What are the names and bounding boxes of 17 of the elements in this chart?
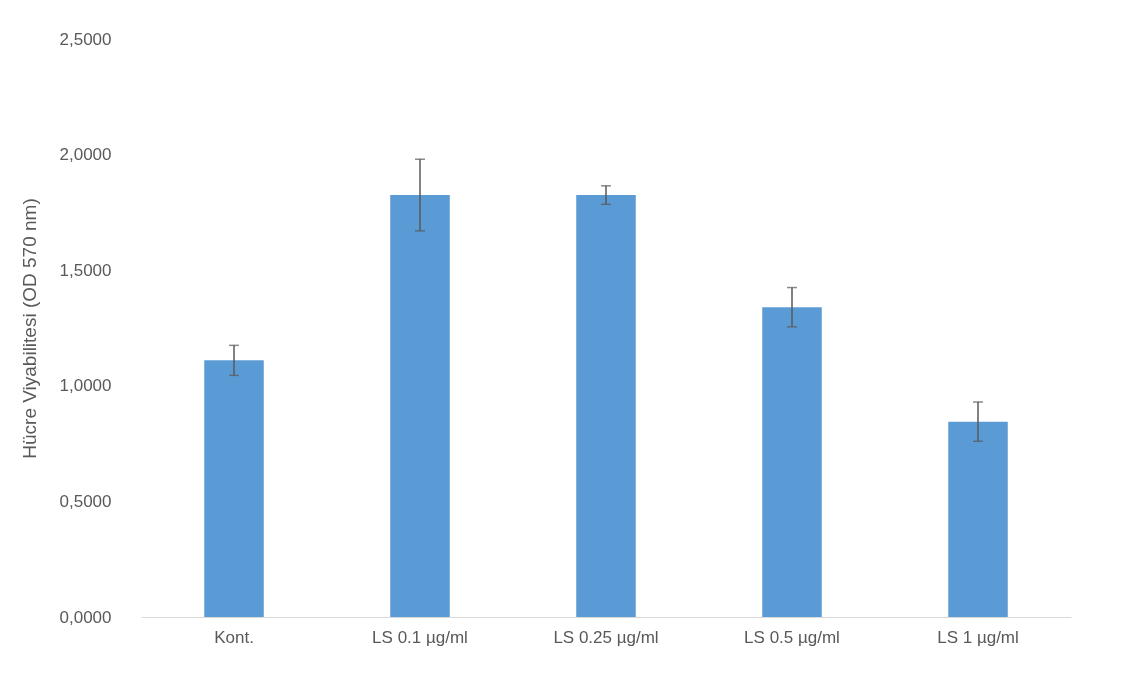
x-tick-label: Kont. xyxy=(214,627,254,647)
bar xyxy=(762,307,822,617)
y-tick-label: 0,0000 xyxy=(59,607,112,627)
y-tick-label: 0,5000 xyxy=(59,491,112,511)
x-tick-label: LS 1 µg/ml xyxy=(937,627,1019,647)
y-tick-label: 2,0000 xyxy=(59,145,112,165)
x-tick-label: LS 0.25 µg/ml xyxy=(553,627,659,647)
bar xyxy=(576,195,636,617)
bar xyxy=(204,360,264,617)
y-tick-label: 1,0000 xyxy=(59,376,112,396)
bar xyxy=(948,421,1008,617)
bar xyxy=(390,195,450,617)
x-tick-label: LS 0.5 µg/ml xyxy=(744,627,840,647)
y-axis-title: Hücre Viyabilitesi (OD 570 nm) xyxy=(18,198,40,459)
y-tick-label: 1,5000 xyxy=(59,260,112,280)
y-tick-label: 2,5000 xyxy=(59,29,112,49)
x-tick-label: LS 0.1 µg/ml xyxy=(372,627,468,647)
